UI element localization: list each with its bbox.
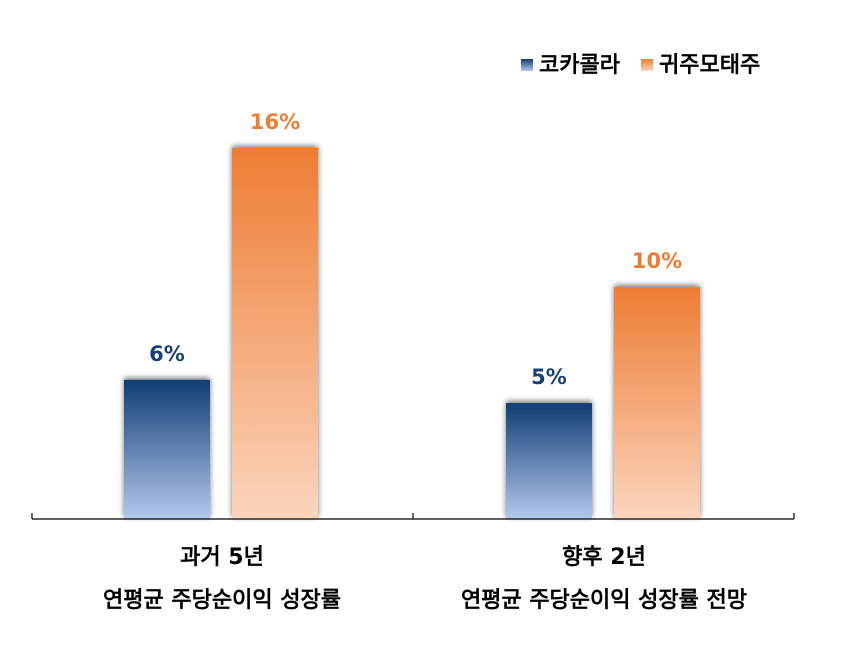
- data-label-kweichow-moutai-category-0: 16%: [250, 110, 300, 134]
- category-0-line-1: 과거 5년: [180, 545, 264, 570]
- data-label-kweichow-moutai-category-1: 10%: [632, 249, 682, 273]
- legend-label-cocacola: 코카콜라: [539, 53, 621, 78]
- x-axis-labels: 과거 5년 연평균 주당순이익 성장률 향후 2년 연평균 주당순이익 성장률 …: [103, 545, 747, 613]
- data-label-cocacola-category-1: 5%: [531, 365, 567, 389]
- bar-kweichow-moutai-category-0: [232, 148, 318, 519]
- bar-cocacola-category-0: [124, 379, 210, 519]
- bars: [124, 148, 700, 519]
- category-1-line-1: 향후 2년: [562, 545, 646, 570]
- legend-label-kweichow-moutai: 귀주모태주: [659, 53, 760, 78]
- data-labels: 6% 16% 5% 10%: [149, 110, 682, 389]
- bar-cocacola-category-1: [506, 403, 592, 519]
- legend-swatch-kweichow-moutai: [641, 59, 653, 71]
- category-1-line-2: 연평균 주당순이익 성장률 전망: [461, 588, 747, 613]
- x-axis: [31, 513, 795, 520]
- bar-kweichow-moutai-category-1: [614, 287, 700, 519]
- category-0-line-2: 연평균 주당순이익 성장률: [103, 588, 341, 613]
- legend-swatch-cocacola: [521, 59, 533, 71]
- legend: 코카콜라 귀주모태주: [521, 53, 760, 78]
- data-label-cocacola-category-0: 6%: [149, 342, 185, 366]
